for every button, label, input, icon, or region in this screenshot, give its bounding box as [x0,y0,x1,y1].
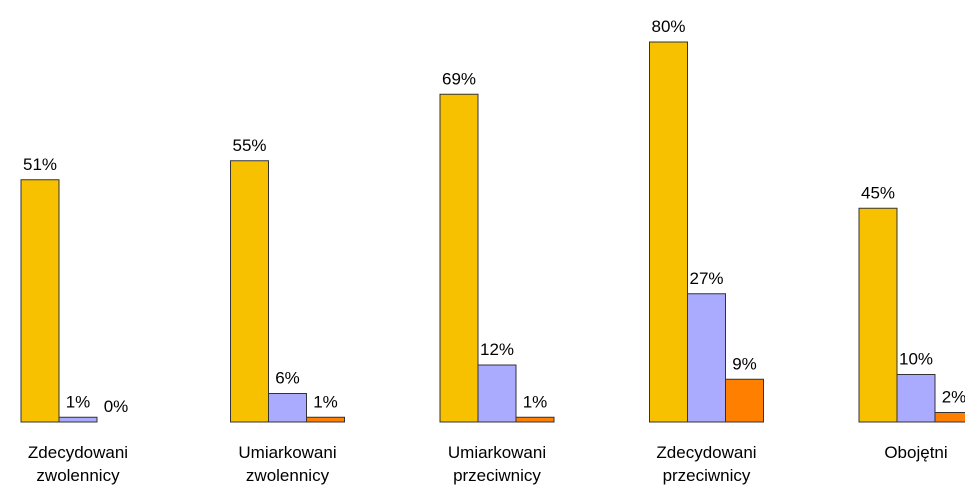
x-tick-label: Zdecydowani [28,443,128,462]
bar [268,393,307,423]
x-tick-label: Zdecydowani [656,443,756,462]
value-label: 51% [23,155,57,174]
value-label: 27% [689,269,723,288]
value-label: 45% [861,183,895,202]
bar [896,374,936,423]
value-label: 0% [104,397,129,416]
bar [934,412,965,423]
x-tick-label: zwolennicy [246,466,330,485]
value-label: 10% [899,350,933,369]
value-label: 6% [275,369,300,388]
value-label: 12% [480,340,514,359]
x-tick-label: przeciwnicy [453,466,541,485]
value-label: 1% [313,392,338,411]
bar [306,416,345,423]
value-label: 1% [523,392,548,411]
bar [439,93,479,423]
x-tick-label: Umiarkowani [448,443,546,462]
value-label: 9% [732,354,757,373]
value-label: 69% [442,69,476,88]
x-tick-label: zwolennicy [36,466,120,485]
bar [58,416,98,423]
bar [725,378,764,423]
bar [858,207,898,423]
bar [687,293,726,423]
x-tick-label: Obojętni [884,443,947,462]
bar [477,364,517,423]
value-label: 55% [232,136,266,155]
bar [515,416,555,423]
value-label: 1% [66,392,91,411]
bar [230,160,269,423]
value-label: 80% [651,17,685,36]
bar [649,41,688,423]
x-tick-label: Umiarkowani [238,443,336,462]
value-label: 2% [942,388,965,407]
x-tick-label: przeciwnicy [663,466,751,485]
bar [20,179,60,423]
